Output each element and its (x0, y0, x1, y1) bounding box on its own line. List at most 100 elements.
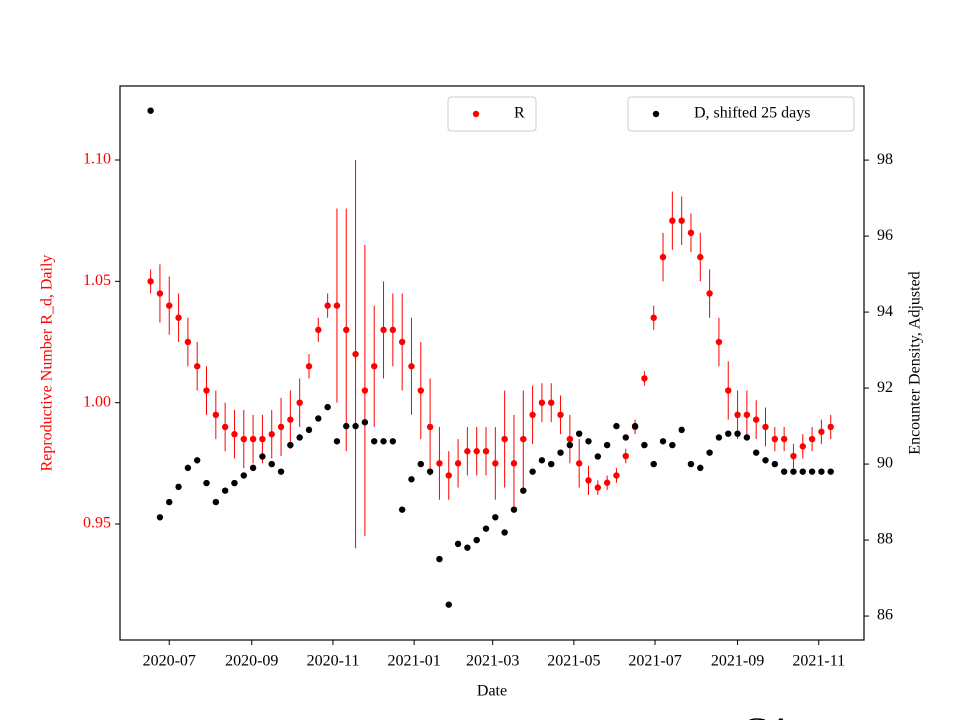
point (231, 431, 238, 438)
point (771, 435, 779, 443)
point (156, 290, 164, 297)
point (585, 438, 592, 445)
y2-tick-label: 90 (877, 455, 893, 472)
point (529, 468, 536, 475)
y-tick-label: 1.00 (83, 393, 111, 410)
annotation: CA (742, 711, 795, 720)
y2-tick-label: 98 (877, 151, 893, 168)
point (575, 460, 583, 467)
point (548, 460, 555, 468)
x-tick-label: 2021-11 (792, 653, 845, 670)
point (240, 435, 247, 443)
point (352, 350, 359, 358)
point (492, 514, 499, 521)
point (510, 460, 518, 467)
point (501, 435, 508, 443)
point (361, 419, 369, 426)
point (669, 441, 676, 449)
point (780, 435, 788, 443)
point (585, 477, 592, 484)
point (426, 468, 434, 475)
x-tick-label: 2020-11 (307, 653, 360, 670)
point (175, 314, 182, 321)
point (482, 525, 490, 532)
point (454, 540, 462, 548)
point (436, 555, 443, 563)
x-tick-label: 2021-07 (628, 653, 681, 670)
point (725, 387, 732, 394)
legend-box (447, 96, 537, 132)
point (203, 387, 210, 394)
point (221, 487, 229, 494)
point (249, 435, 257, 443)
point (343, 326, 350, 334)
point (240, 472, 247, 479)
point (454, 460, 462, 467)
point (398, 506, 406, 513)
point (193, 363, 201, 370)
point (305, 363, 313, 370)
y2-axis-label: Encounter Density, Adjusted (907, 271, 924, 454)
point (408, 476, 415, 483)
y-tick-label: 1.05 (83, 272, 111, 289)
legend-label: R (514, 105, 525, 122)
point (762, 423, 769, 431)
point (315, 415, 322, 422)
point (697, 253, 704, 261)
y2-tick-label: 92 (877, 379, 893, 396)
point (426, 423, 434, 431)
point (697, 464, 704, 472)
point (203, 479, 210, 487)
point (706, 290, 713, 297)
x-tick-label: 2020-07 (143, 653, 196, 670)
point (622, 434, 629, 441)
point (361, 387, 369, 394)
point (790, 452, 797, 460)
point (594, 453, 602, 460)
point (333, 302, 341, 309)
point (259, 435, 266, 443)
point (371, 363, 378, 370)
point (352, 422, 359, 430)
y2-tick-label: 94 (877, 303, 893, 320)
point (166, 302, 173, 309)
point (389, 438, 397, 445)
x-tick-label: 2021-09 (711, 653, 764, 670)
point (799, 468, 806, 475)
y2-tick-label: 96 (877, 227, 893, 244)
point (780, 468, 788, 475)
point (473, 536, 480, 544)
point (752, 416, 760, 423)
point (520, 435, 527, 443)
point (259, 453, 266, 460)
point (193, 457, 201, 464)
point (296, 434, 303, 441)
point (492, 460, 499, 467)
point (445, 601, 452, 608)
point (268, 460, 275, 468)
point (398, 338, 406, 346)
legend-marker (472, 110, 480, 118)
point (603, 479, 611, 486)
x-tick-label: 2020-09 (225, 653, 278, 670)
point (818, 468, 825, 475)
y2-tick-label: 88 (877, 531, 893, 548)
point (501, 529, 508, 536)
point (743, 434, 751, 441)
point (268, 431, 275, 438)
point (277, 468, 285, 475)
point (734, 411, 741, 419)
point (436, 460, 443, 467)
point (166, 498, 173, 506)
y2-tick-label: 86 (877, 607, 893, 624)
point (641, 441, 648, 449)
point (678, 217, 685, 224)
point (790, 468, 797, 475)
point (734, 430, 741, 437)
point (296, 399, 303, 406)
point (650, 314, 657, 321)
point (566, 435, 574, 443)
point (659, 438, 667, 445)
point (557, 449, 564, 456)
x-tick-label: 2021-03 (466, 653, 519, 670)
